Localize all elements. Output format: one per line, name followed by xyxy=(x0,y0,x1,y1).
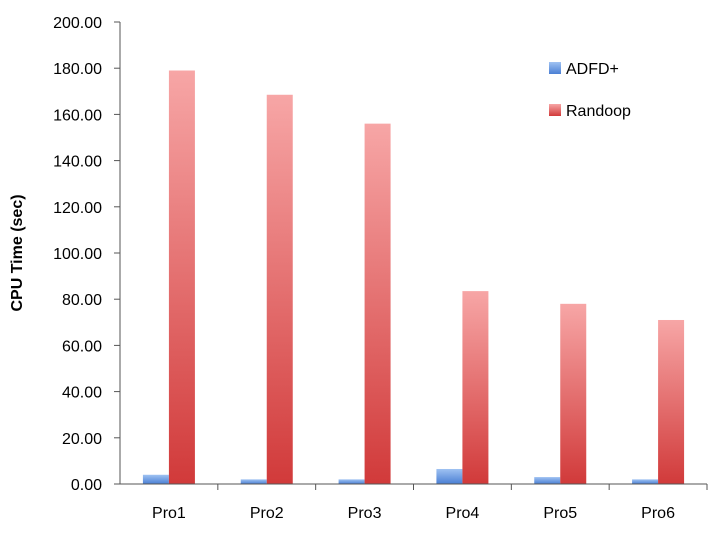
bar-randoop-pro4 xyxy=(462,291,489,484)
x-tick-label: Pro3 xyxy=(348,505,382,522)
y-tick-label: 80.00 xyxy=(62,292,102,309)
y-tick-label: 180.00 xyxy=(53,61,102,78)
legend: ADFD+ Randoop xyxy=(549,61,631,120)
y-tick-label: 60.00 xyxy=(62,338,102,355)
x-ticks: Pro1 Pro2 Pro3 Pro4 Pro5 Pro6 xyxy=(152,484,708,522)
y-tick-label: 120.00 xyxy=(53,200,102,217)
bar-adfd-pro3 xyxy=(338,479,365,484)
axes-layer xyxy=(119,22,707,485)
x-tick-label: Pro2 xyxy=(250,505,284,522)
legend-swatch xyxy=(549,62,561,74)
x-tick-label: Pro1 xyxy=(152,505,186,522)
legend-label: Randoop xyxy=(566,103,631,120)
y-tick-label: 40.00 xyxy=(62,385,102,402)
bar-adfd-pro2 xyxy=(240,479,267,484)
y-tick-label: 160.00 xyxy=(53,107,102,124)
bar-randoop-pro6 xyxy=(658,319,685,484)
y-tick-label: 20.00 xyxy=(62,431,102,448)
bar-randoop-pro5 xyxy=(560,303,587,484)
bar-randoop-pro2 xyxy=(266,94,293,484)
bar-adfd-pro5 xyxy=(534,477,561,484)
x-tick-label: Pro4 xyxy=(446,505,480,522)
y-tick-label: 0.00 xyxy=(71,477,102,494)
bar-adfd-pro6 xyxy=(632,479,659,484)
y-tick-label: 200.00 xyxy=(53,15,102,32)
bar-adfd-pro4 xyxy=(436,468,463,484)
y-ticks: 0.00 20.00 40.00 60.00 80.00 100.00 120.00 140.… xyxy=(53,15,120,494)
y-tick-label: 100.00 xyxy=(53,246,102,263)
y-tick-label: 140.00 xyxy=(53,154,102,171)
legend-swatch xyxy=(549,104,561,116)
bar-randoop-pro1 xyxy=(168,70,195,484)
bars-layer xyxy=(142,70,685,484)
bar-adfd-pro1 xyxy=(142,474,169,484)
legend-label: ADFD+ xyxy=(566,61,619,78)
bar-randoop-pro3 xyxy=(364,123,391,484)
x-tick-label: Pro6 xyxy=(641,505,675,522)
x-tick-label: Pro5 xyxy=(543,505,577,522)
y-axis-title: CPU Time (sec) xyxy=(9,194,26,311)
